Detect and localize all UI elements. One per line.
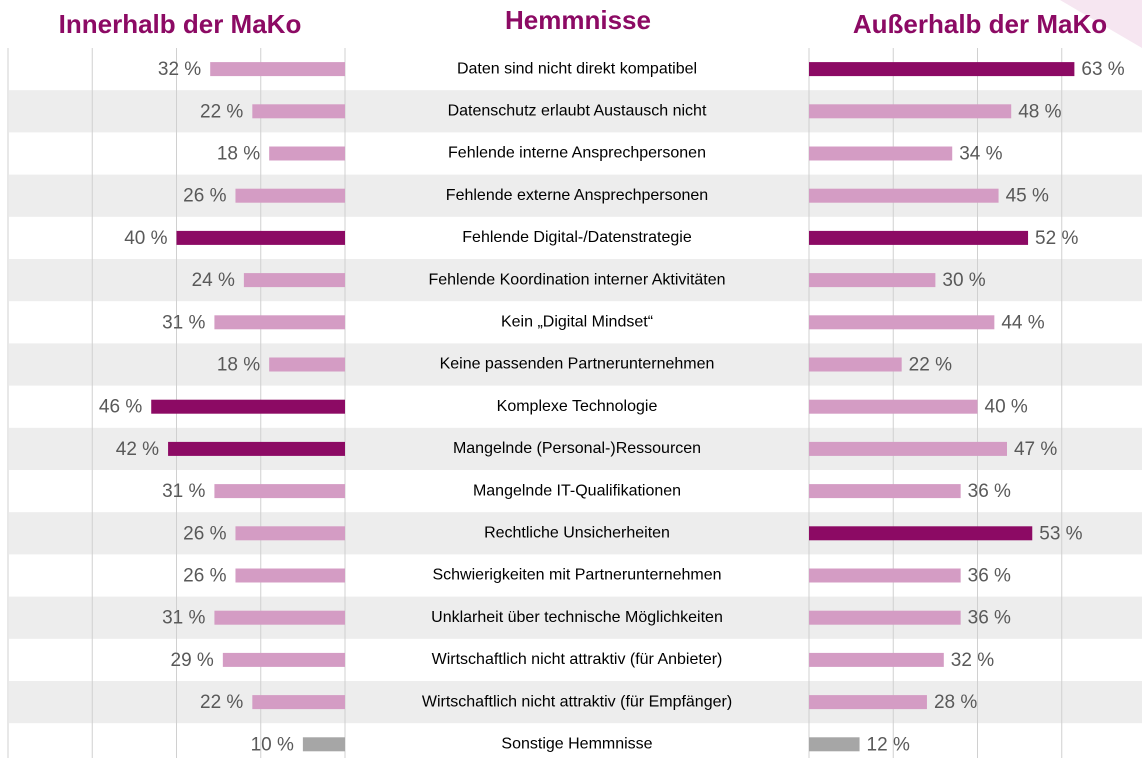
value-label: 36 %	[968, 608, 1011, 629]
category-label: Rechtliche Unsicherheiten	[484, 525, 670, 542]
bar	[302, 737, 345, 752]
bar	[809, 357, 902, 372]
bar	[809, 399, 978, 414]
right-header: Außerhalb der MaKo	[853, 9, 1107, 39]
bar	[214, 610, 345, 625]
bar	[809, 315, 995, 330]
bar	[214, 315, 345, 330]
bar	[269, 357, 345, 372]
category-label: Sonstige Hemmnisse	[501, 736, 652, 753]
value-label: 10 %	[251, 734, 294, 755]
bar	[809, 146, 953, 161]
value-label: 45 %	[1006, 186, 1049, 207]
bar	[809, 441, 1007, 456]
category-label: Daten sind nicht direkt kompatibel	[457, 60, 697, 77]
bar	[809, 737, 860, 752]
bar	[235, 568, 345, 583]
value-label: 24 %	[192, 270, 235, 291]
value-label: 36 %	[968, 566, 1011, 587]
category-label: Keine passenden Partnerunternehmen	[440, 356, 715, 373]
value-label: 34 %	[959, 144, 1002, 165]
bar	[252, 695, 345, 710]
bar	[809, 230, 1029, 245]
left-header: Innerhalb der MaKo	[59, 9, 302, 39]
marks: Daten sind nicht direkt kompatibel 32 % 63…	[99, 59, 1125, 755]
bar	[210, 62, 345, 77]
category-label: Fehlende interne Ansprechpersonen	[448, 145, 706, 162]
value-label: 44 %	[1001, 312, 1044, 333]
bar	[214, 484, 345, 499]
category-label: Fehlende Koordination interner Aktivität…	[428, 271, 725, 288]
bar	[809, 188, 999, 203]
value-label: 46 %	[99, 397, 142, 418]
category-label: Datenschutz erlaubt Austausch nicht	[448, 103, 707, 120]
value-label: 32 %	[951, 650, 994, 671]
bar	[269, 146, 345, 161]
decoration	[1060, 0, 1142, 48]
row-band	[9, 259, 1142, 302]
value-label: 22 %	[909, 355, 952, 376]
bar	[235, 188, 345, 203]
value-label: 29 %	[171, 650, 214, 671]
value-label: 26 %	[183, 186, 226, 207]
category-label: Komplexe Technologie	[497, 398, 658, 415]
value-label: 63 %	[1081, 59, 1124, 80]
value-label: 36 %	[968, 481, 1011, 502]
bar	[809, 526, 1033, 541]
value-label: 53 %	[1039, 523, 1082, 544]
value-label: 22 %	[200, 692, 243, 713]
category-label: Schwierigkeiten mit Partnerunternehmen	[432, 567, 721, 584]
bar	[222, 652, 345, 667]
bar	[168, 441, 345, 456]
chart-title: Hemmnisse	[505, 5, 651, 35]
value-label: 18 %	[217, 355, 260, 376]
bar	[809, 273, 936, 288]
category-label: Mangelnde IT-Qualifikationen	[473, 482, 681, 499]
bar	[809, 568, 961, 583]
category-label: Mangelnde (Personal-)Ressourcen	[453, 440, 701, 457]
row-band	[9, 681, 1142, 724]
bar	[235, 526, 345, 541]
bar	[809, 104, 1012, 119]
value-label: 40 %	[124, 228, 167, 249]
category-label: Fehlende externe Ansprechpersonen	[446, 187, 708, 204]
value-label: 40 %	[985, 397, 1028, 418]
category-label: Kein „Digital Mindset“	[501, 314, 653, 331]
bar	[809, 610, 961, 625]
bar	[243, 273, 345, 288]
value-label: 31 %	[162, 481, 205, 502]
category-label: Unklarheit über technische Möglichkeiten	[431, 609, 723, 626]
value-label: 47 %	[1014, 439, 1057, 460]
value-label: 26 %	[183, 566, 226, 587]
value-label: 18 %	[217, 144, 260, 165]
bar	[809, 484, 961, 499]
value-label: 42 %	[116, 439, 159, 460]
value-label: 28 %	[934, 692, 977, 713]
value-label: 48 %	[1018, 101, 1061, 122]
value-label: 26 %	[183, 523, 226, 544]
bar	[809, 695, 927, 710]
bar	[809, 652, 944, 667]
category-label: Wirtschaftlich nicht attraktiv (für Empf…	[422, 693, 732, 710]
category-label: Wirtschaftlich nicht attraktiv (für Anbi…	[432, 651, 723, 668]
bar	[151, 399, 345, 414]
value-label: 30 %	[942, 270, 985, 291]
value-label: 12 %	[867, 734, 910, 755]
value-label: 31 %	[162, 312, 205, 333]
category-label: Fehlende Digital-/Datenstrategie	[462, 229, 692, 246]
value-label: 22 %	[200, 101, 243, 122]
bar	[252, 104, 345, 119]
value-label: 52 %	[1035, 228, 1078, 249]
value-label: 32 %	[158, 59, 201, 80]
value-label: 31 %	[162, 608, 205, 629]
row-band	[9, 343, 1142, 386]
bar	[809, 62, 1075, 77]
bar	[176, 230, 345, 245]
